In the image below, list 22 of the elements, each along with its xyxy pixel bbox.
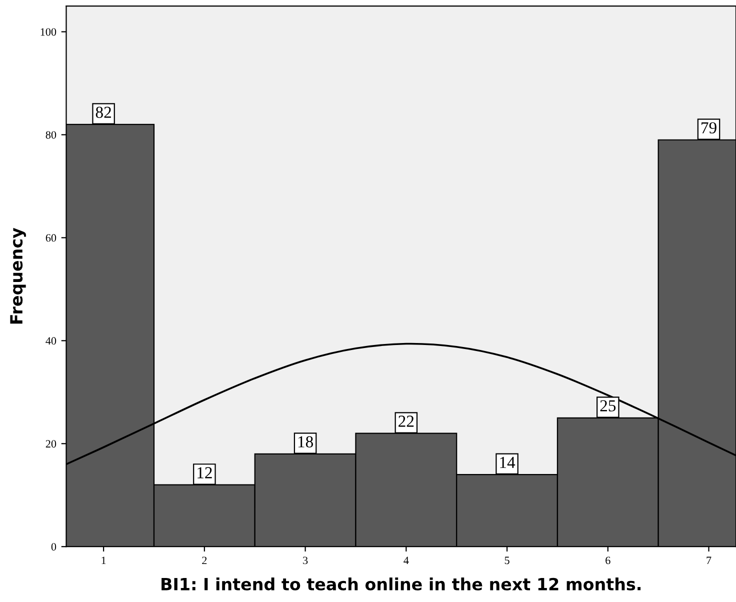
x-tick-label: 2 bbox=[202, 556, 207, 564]
x-tick-label: 6 bbox=[606, 556, 610, 564]
y-tick-label: 80 bbox=[46, 131, 56, 139]
y-axis-title: Frequency bbox=[10, 228, 26, 324]
x-tick-label: 3 bbox=[303, 556, 308, 564]
data-label: 14 bbox=[500, 456, 516, 468]
y-tick-label: 60 bbox=[46, 234, 56, 242]
x-tick-label: 1 bbox=[102, 556, 106, 564]
data-label: 82 bbox=[96, 106, 111, 118]
y-tick-label: 100 bbox=[40, 28, 56, 36]
data-label: 18 bbox=[298, 436, 313, 448]
x-tick-label: 7 bbox=[706, 556, 712, 564]
x-tick-label: 4 bbox=[404, 556, 409, 564]
data-label: 25 bbox=[600, 400, 616, 412]
y-tick-label: 0 bbox=[51, 543, 56, 551]
y-tick-label: 40 bbox=[46, 337, 56, 345]
data-label: 79 bbox=[702, 122, 716, 134]
data-label: 12 bbox=[198, 467, 212, 478]
y-tick-label: 20 bbox=[46, 440, 56, 448]
x-axis-title: BI1: I intend to teach online in the next 12 months. bbox=[162, 578, 641, 590]
x-tick-label: 5 bbox=[504, 556, 510, 564]
data-label: 22 bbox=[398, 416, 414, 427]
